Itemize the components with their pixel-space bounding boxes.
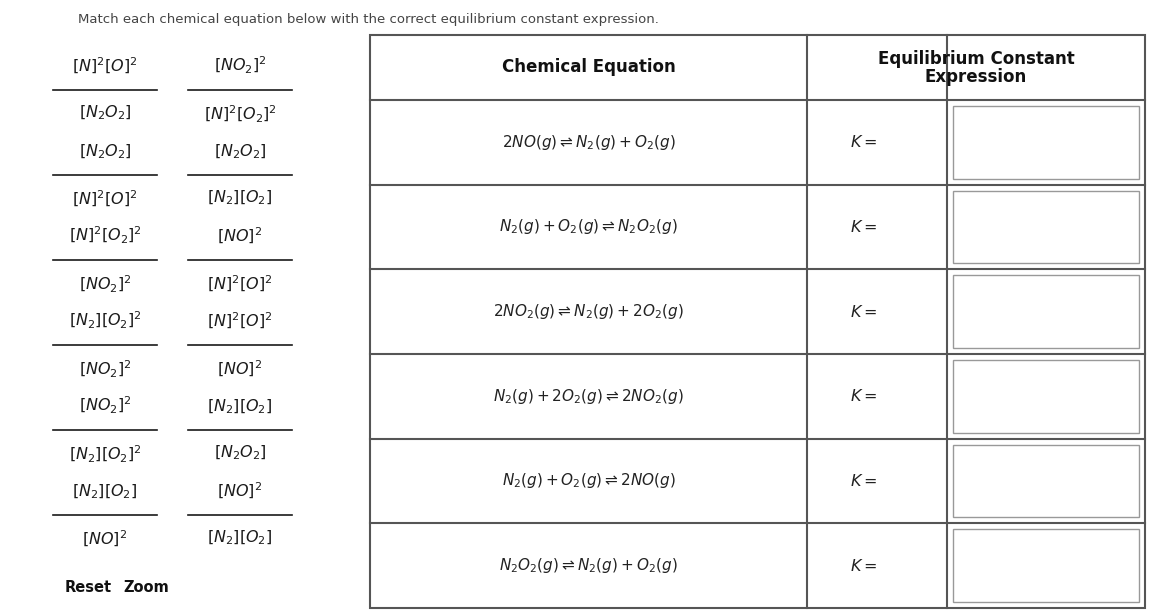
Text: $[N]^2[O_2]^2$: $[N]^2[O_2]^2$ [68, 225, 141, 246]
Text: $[N_2][O_2]^2$: $[N_2][O_2]^2$ [68, 310, 141, 331]
Text: $[NO_2]^2$: $[NO_2]^2$ [214, 55, 267, 76]
Text: $N_2(g) + 2O_2(g) \rightleftharpoons 2NO_2(g)$: $N_2(g) + 2O_2(g) \rightleftharpoons 2NO… [494, 387, 684, 406]
Bar [953, 106, 1139, 179]
Text: $K\,$=: $K\,$= [850, 558, 877, 574]
Text: $[N_2O_2]$: $[N_2O_2]$ [214, 444, 267, 462]
Text: Zoom: Zoom [123, 581, 169, 595]
Text: Expression: Expression [925, 68, 1027, 85]
Text: Chemical Equation: Chemical Equation [502, 58, 676, 76]
Text: $K\,$=: $K\,$= [850, 473, 877, 489]
Bar [953, 360, 1139, 433]
Text: $[NO]^2$: $[NO]^2$ [82, 529, 128, 549]
Text: $[N]^2[O]^2$: $[N]^2[O]^2$ [207, 311, 273, 331]
Text: $[N_2][O_2]$: $[N_2][O_2]$ [207, 529, 273, 547]
Bar [953, 445, 1139, 517]
Text: $2NO(g) \rightleftharpoons N_2(g) + O_2(g)$: $2NO(g) \rightleftharpoons N_2(g) + O_2(… [502, 133, 676, 152]
Text: Match each chemical equation below with the correct equilibrium constant express: Match each chemical equation below with … [78, 13, 659, 26]
Text: $[NO]^2$: $[NO]^2$ [217, 359, 262, 379]
Text: $K\,$=: $K\,$= [850, 134, 877, 150]
Text: Reset: Reset [65, 581, 112, 595]
Text: $2NO_2(g) \rightleftharpoons N_2(g) + 2O_2(g)$: $2NO_2(g) \rightleftharpoons N_2(g) + 2O… [494, 302, 684, 321]
Text: $N_2(g) + O_2(g) \rightleftharpoons 2NO(g)$: $N_2(g) + O_2(g) \rightleftharpoons 2NO(… [502, 472, 676, 491]
Text: $[N]^2[O_2]^2$: $[N]^2[O_2]^2$ [203, 104, 276, 125]
Bar [953, 191, 1139, 263]
Bar [953, 276, 1139, 348]
Text: Equilibrium Constant: Equilibrium Constant [878, 49, 1074, 68]
Text: $[NO_2]^2$: $[NO_2]^2$ [79, 359, 132, 380]
Text: $K\,$=: $K\,$= [850, 219, 877, 235]
Text: $[N_2][O_2]$: $[N_2][O_2]$ [73, 483, 137, 501]
Text: $[N_2O_2]$: $[N_2O_2]$ [79, 104, 132, 122]
Text: $[NO_2]^2$: $[NO_2]^2$ [79, 274, 132, 295]
Text: $[N_2][O_2]$: $[N_2][O_2]$ [207, 189, 273, 207]
Text: $[N]^2[O]^2$: $[N]^2[O]^2$ [73, 189, 137, 209]
Text: $[N_2O_2]$: $[N_2O_2]$ [214, 143, 267, 161]
Text: $K\,$=: $K\,$= [850, 304, 877, 320]
Text: $[N_2O_2]$: $[N_2O_2]$ [79, 143, 132, 161]
Text: $K\,$=: $K\,$= [850, 388, 877, 404]
Text: $[N_2][O_2]^2$: $[N_2][O_2]^2$ [68, 444, 141, 465]
Bar [370, 35, 1144, 608]
Text: $[NO]^2$: $[NO]^2$ [217, 226, 262, 246]
Text: $[N_2][O_2]$: $[N_2][O_2]$ [207, 398, 273, 416]
Text: $N_2(g) + O_2(g) \rightleftharpoons N_2O_2(g)$: $N_2(g) + O_2(g) \rightleftharpoons N_2O… [499, 218, 678, 237]
Text: $N_2O_2(g) \rightleftharpoons N_2(g) + O_2(g)$: $N_2O_2(g) \rightleftharpoons N_2(g) + O… [499, 556, 678, 575]
Text: $[N]^2[O]^2$: $[N]^2[O]^2$ [73, 56, 137, 76]
Text: $[NO]^2$: $[NO]^2$ [217, 481, 262, 501]
Text: $[N]^2[O]^2$: $[N]^2[O]^2$ [207, 274, 273, 294]
Text: $[NO_2]^2$: $[NO_2]^2$ [79, 395, 132, 416]
Bar [953, 530, 1139, 602]
